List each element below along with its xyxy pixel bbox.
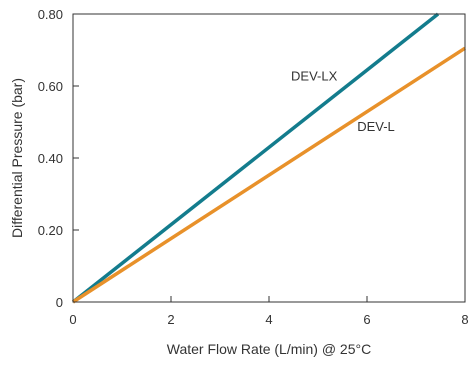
- y-tick-label: 0: [56, 295, 63, 310]
- y-axis-title: Differential Pressure (bar): [9, 78, 25, 238]
- series-label-dev-l: DEV-L: [357, 119, 395, 134]
- x-tick-label: 2: [167, 312, 174, 327]
- x-tick-label: 0: [69, 312, 76, 327]
- y-tick-label: 0.80: [38, 7, 63, 22]
- x-tick-label: 6: [363, 312, 370, 327]
- series-label-dev-lx: DEV-LX: [291, 69, 338, 84]
- x-tick-label: 4: [265, 312, 272, 327]
- y-tick-label: 0.20: [38, 223, 63, 238]
- series-line-dev-l: [72, 46, 466, 304]
- x-tick-label: 8: [461, 312, 468, 327]
- y-tick-label: 0.60: [38, 79, 63, 94]
- series-line-dev-lx: [71, 12, 440, 304]
- plot-area-frame: [72, 13, 466, 303]
- x-axis-title: Water Flow Rate (L/min) @ 25°C: [167, 341, 371, 357]
- y-tick-label: 0.40: [38, 151, 63, 166]
